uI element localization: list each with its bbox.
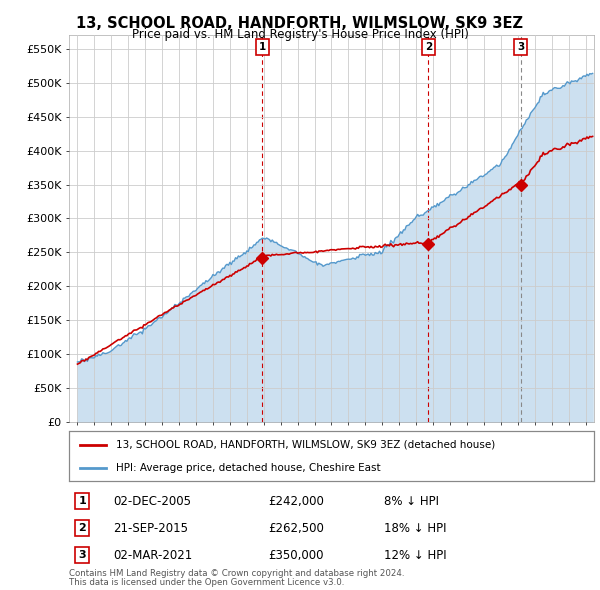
Text: 02-DEC-2005: 02-DEC-2005 [113,494,191,507]
Text: £350,000: £350,000 [269,549,324,562]
Text: 8% ↓ HPI: 8% ↓ HPI [384,494,439,507]
Text: 02-MAR-2021: 02-MAR-2021 [113,549,193,562]
Text: HPI: Average price, detached house, Cheshire East: HPI: Average price, detached house, Ches… [116,463,381,473]
Text: This data is licensed under the Open Government Licence v3.0.: This data is licensed under the Open Gov… [69,578,344,587]
Text: 1: 1 [78,496,86,506]
Text: 2: 2 [78,523,86,533]
Text: Contains HM Land Registry data © Crown copyright and database right 2024.: Contains HM Land Registry data © Crown c… [69,569,404,578]
Text: £262,500: £262,500 [269,522,325,535]
Text: 12% ↓ HPI: 12% ↓ HPI [384,549,446,562]
Text: 1: 1 [259,42,266,52]
Text: 21-SEP-2015: 21-SEP-2015 [113,522,188,535]
Text: Price paid vs. HM Land Registry's House Price Index (HPI): Price paid vs. HM Land Registry's House … [131,28,469,41]
Text: 13, SCHOOL ROAD, HANDFORTH, WILMSLOW, SK9 3EZ: 13, SCHOOL ROAD, HANDFORTH, WILMSLOW, SK… [77,16,523,31]
Text: 13, SCHOOL ROAD, HANDFORTH, WILMSLOW, SK9 3EZ (detached house): 13, SCHOOL ROAD, HANDFORTH, WILMSLOW, SK… [116,440,496,450]
Text: 3: 3 [79,550,86,560]
Text: 2: 2 [425,42,432,52]
Text: 18% ↓ HPI: 18% ↓ HPI [384,522,446,535]
Text: 3: 3 [517,42,524,52]
Text: £242,000: £242,000 [269,494,325,507]
